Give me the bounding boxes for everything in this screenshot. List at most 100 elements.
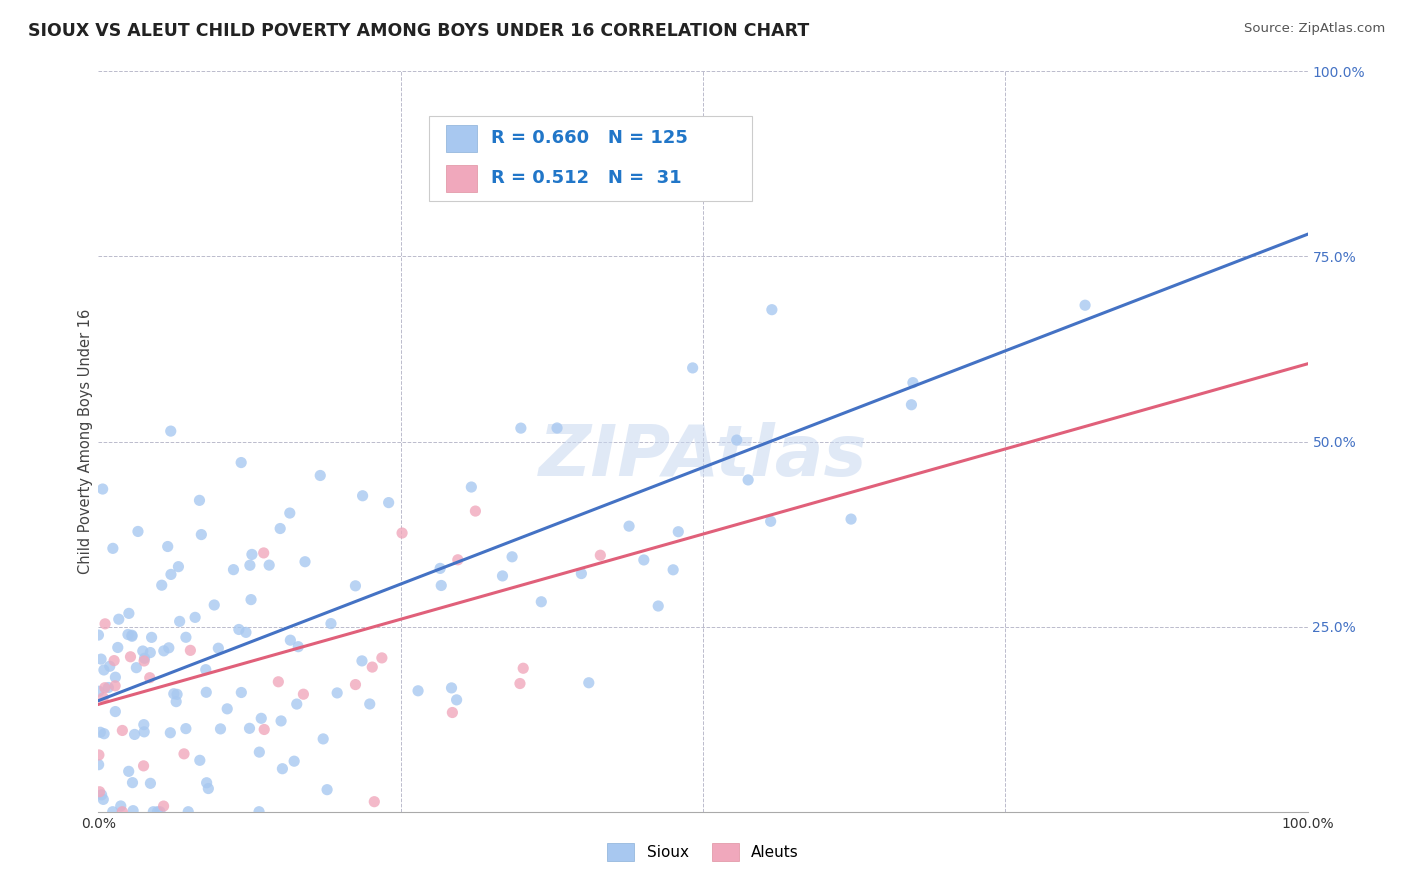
Point [512,661,534,675]
Point [149,805,172,819]
Point [134,724,156,739]
Text: SIOUX VS ALEUT CHILD POVERTY AMONG BOYS UNDER 16 CORRELATION CHART: SIOUX VS ALEUT CHILD POVERTY AMONG BOYS … [28,22,810,40]
Point [141,631,163,645]
Point [222,563,245,577]
Point [91,792,114,806]
Point [111,723,134,738]
Point [104,670,127,684]
Point [87,628,110,642]
Point [737,473,759,487]
Point [294,555,316,569]
Point [447,553,470,567]
Point [569,566,592,581]
Point [91,690,114,705]
Point [682,360,704,375]
Point [90,788,112,802]
Point [174,630,197,644]
Point [98,659,121,673]
Point [371,651,394,665]
Point [165,695,187,709]
Point [177,805,200,819]
Point [441,706,464,720]
Point [157,640,180,655]
Point [361,660,384,674]
Point [104,705,127,719]
Point [91,482,114,496]
Point [94,616,117,631]
Point [124,727,146,741]
Point [184,610,207,624]
Point [280,633,302,648]
Point [188,753,211,767]
Point [391,526,413,541]
Point [89,725,111,739]
Point [132,654,155,668]
Point [578,675,600,690]
Y-axis label: Child Poverty Among Boys Under 16: Child Poverty Among Boys Under 16 [77,309,93,574]
Point [839,512,862,526]
Point [228,623,250,637]
Point [111,805,134,819]
Point [666,524,689,539]
Text: Source: ZipAtlas.com: Source: ZipAtlas.com [1244,22,1385,36]
Point [159,424,181,438]
Point [464,504,486,518]
Point [87,747,110,762]
Point [901,376,924,390]
Point [446,693,468,707]
Point [363,795,385,809]
Point [278,506,301,520]
Point [217,702,239,716]
Text: R = 0.512   N =  31: R = 0.512 N = 31 [491,169,682,187]
Point [117,627,139,641]
Point [132,644,155,658]
Point [319,616,342,631]
Point [253,546,276,560]
Point [202,598,225,612]
Text: R = 0.660   N = 125: R = 0.660 N = 125 [491,129,688,147]
Point [87,684,110,698]
Point [104,679,127,693]
Point [238,722,260,736]
Point [121,629,143,643]
Point [209,722,232,736]
Point [139,671,162,685]
Point [163,687,186,701]
Point [194,663,217,677]
Point [150,578,173,592]
Point [725,433,748,447]
Point [359,697,381,711]
Point [509,676,531,690]
Point [257,558,280,573]
Point [316,782,339,797]
Point [118,607,141,621]
Point [239,558,262,573]
Point [352,489,374,503]
Point [589,548,612,562]
Point [270,714,292,728]
Point [174,722,197,736]
Point [460,480,482,494]
Point [287,640,309,654]
Point [250,711,273,725]
Point [271,762,294,776]
Point [94,681,117,695]
Point [195,776,218,790]
Point [127,524,149,539]
Point [231,685,253,699]
Point [235,625,257,640]
Point [761,302,783,317]
Point [93,727,115,741]
Point [309,468,332,483]
Point [759,514,782,528]
Point [118,764,141,779]
Point [247,745,270,759]
Point [240,592,263,607]
Point [231,456,253,470]
Point [269,522,291,536]
Point [90,652,112,666]
Point [312,731,335,746]
Point [166,687,188,701]
Point [103,654,125,668]
Point [146,805,169,819]
